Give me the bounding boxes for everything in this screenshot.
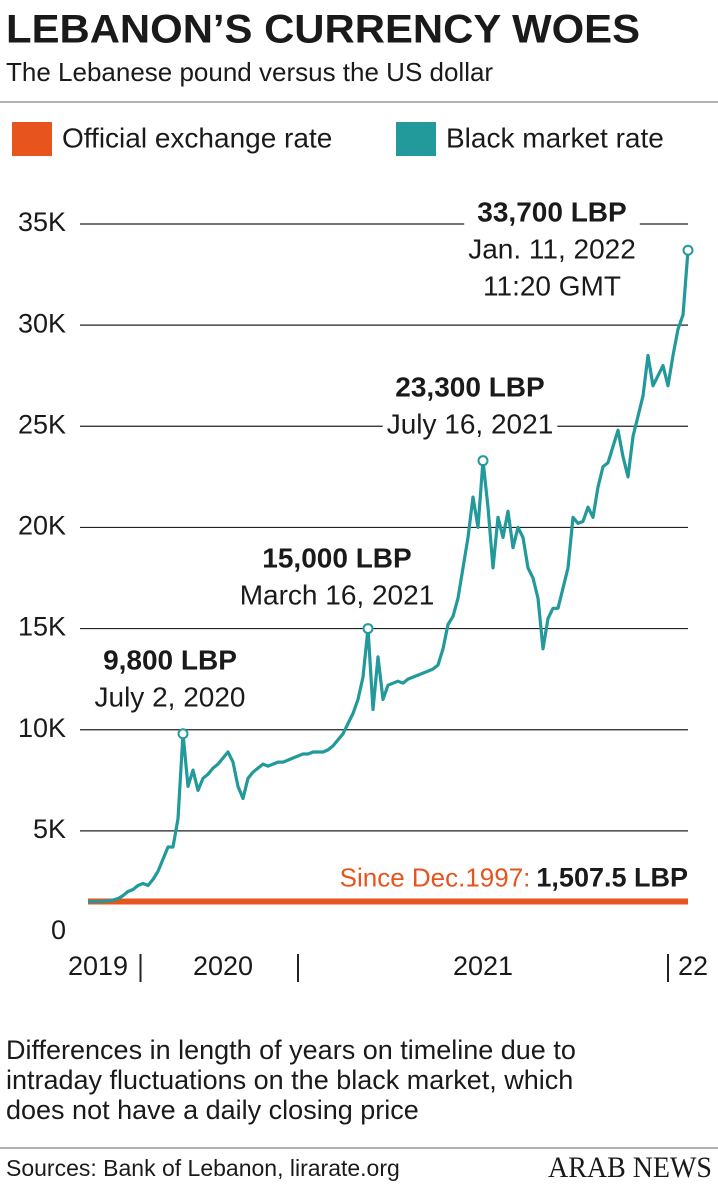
publisher-logo: ARAB NEWS [548,1151,712,1184]
peak-marker [477,455,489,467]
annotation: 33,700 LBP Jan. 11, 2022 11:20 GMT [464,196,640,307]
legend-label: Official exchange rate [62,122,332,153]
x-tick-label: 22 [678,951,708,981]
black-market-line [88,250,690,904]
legend-swatch [396,122,436,156]
peak-marker [362,623,374,635]
annotation: 15,000 LBP March 16, 2021 [235,542,439,616]
x-tick-label: 2020 [193,951,253,981]
y-tick-label: 30K [18,308,66,338]
annotation-label: 15,000 LBP [262,542,411,573]
annotation-bg [235,542,439,616]
x-tick-label: 2019 [68,951,128,981]
footnote: does not have a daily closing price [6,1095,419,1125]
chart-title: LEBANON’S CURRENCY WOES [6,8,640,52]
annotation-time: 11:20 GMT [483,270,621,301]
annotation-label: 33,700 LBP [477,196,626,227]
source: Sources: Bank of Lebanon, lirarate.org [6,1155,400,1181]
peak-marker [177,728,189,740]
official-value-label: 1,507.5 LBP [536,863,688,893]
annotation-date: Jan. 11, 2022 [468,233,636,264]
y-tick-label: 25K [18,409,66,439]
y-tick-label: 15K [18,612,66,642]
footnote: Differences in length of years on timeli… [6,1035,576,1065]
y-tick-label: 35K [18,207,66,237]
annotation-label: 23,300 LBP [395,371,544,402]
annotation-bg [90,644,250,718]
annotation-bg [382,371,558,445]
annotation-date: July 2, 2020 [95,681,246,712]
y-tick-label: 0 [51,915,66,945]
x-tick-label: 2021 [453,951,513,981]
annotation: 23,300 LBP July 16, 2021 [382,371,558,445]
peak-marker [682,244,694,256]
official-note: Since Dec.1997: [340,862,531,892]
y-tick-label: 10K [18,713,66,743]
legend-swatch [12,122,52,156]
chart-subtitle: The Lebanese pound versus the US dollar [6,57,493,87]
y-tick-label: 5K [33,814,66,844]
annotation-label: 9,800 LBP [103,644,237,675]
annotation: 9,800 LBP July 2, 2020 [90,644,250,718]
annotation-bg [464,196,640,307]
legend-label: Black market rate [446,122,664,153]
footnote: intraday fluctuations on the black marke… [6,1065,573,1095]
annotation-date: March 16, 2021 [240,579,435,610]
annotation-date: July 16, 2021 [387,408,554,439]
y-tick-label: 20K [18,511,66,541]
